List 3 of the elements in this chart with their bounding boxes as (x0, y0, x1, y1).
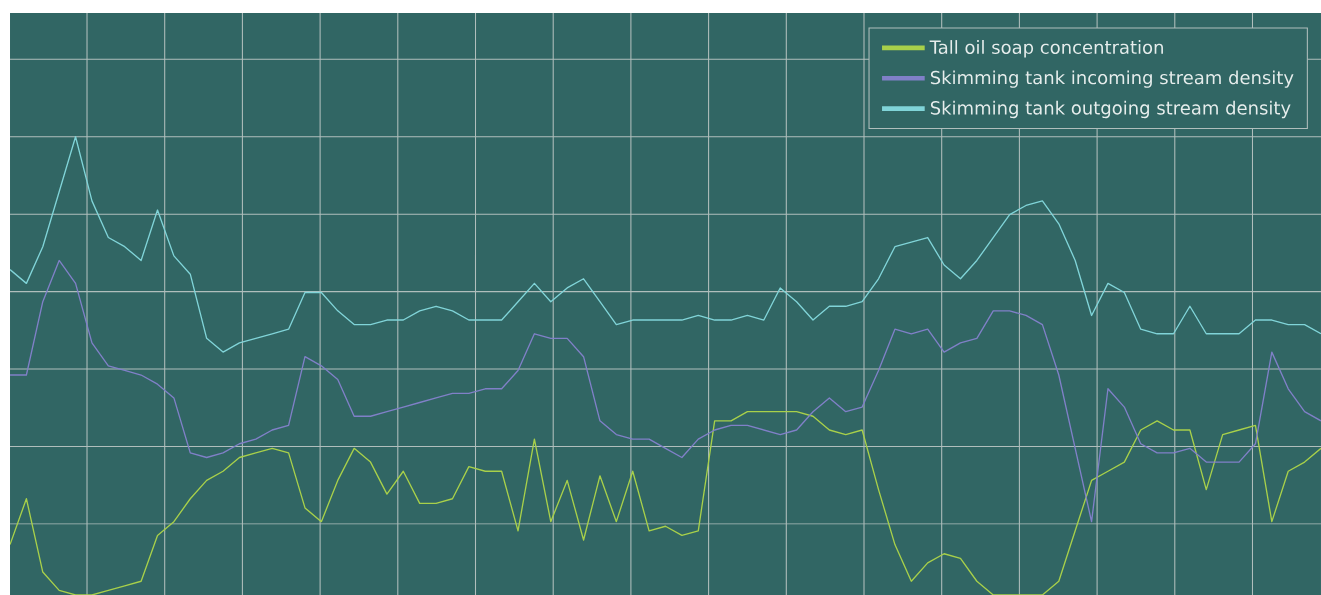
legend-label: Skimming tank outgoing stream density (930, 100, 1291, 119)
legend-label: Tall oil soap concentration (929, 40, 1163, 58)
legend-label: Skimming tank incoming stream density (930, 70, 1294, 88)
